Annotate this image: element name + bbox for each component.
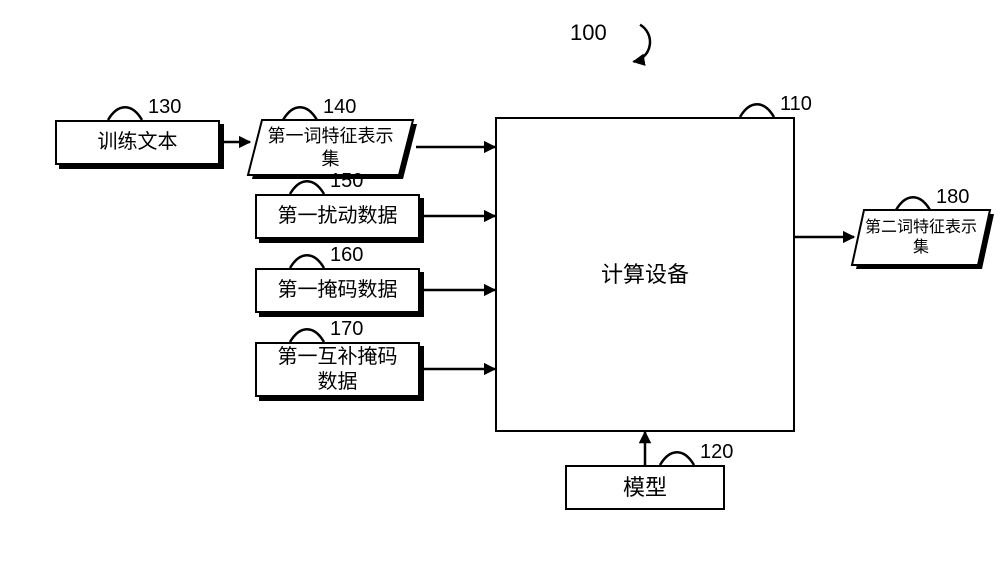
node-n180-label: 第二词特征表示集 <box>865 218 977 258</box>
ref-hook-170 <box>290 329 324 342</box>
node-n160: 第一掩码数据 <box>255 268 420 313</box>
node-n150-label: 第一扰动数据 <box>278 204 398 229</box>
ref-hook-180 <box>896 197 930 210</box>
figure-ref-label: 100 <box>570 20 607 46</box>
ref-hook-150 <box>290 181 324 194</box>
ref-hook-160 <box>290 255 324 268</box>
ref-hook-130 <box>108 107 142 120</box>
node-n180: 第二词特征表示集 <box>852 210 990 265</box>
ref-label-170: 170 <box>330 318 363 341</box>
ref-hook-120 <box>660 452 694 465</box>
ref-label-150: 150 <box>330 170 363 193</box>
figure-ref-arrow <box>633 25 650 62</box>
node-n170-label: 第一互补掩码数据 <box>278 345 398 395</box>
ref-label-160: 160 <box>330 244 363 267</box>
node-n120: 模型 <box>565 465 725 510</box>
node-n110: 计算设备 <box>495 117 795 432</box>
node-n140-label: 第一词特征表示集 <box>268 125 394 170</box>
ref-label-140: 140 <box>323 96 356 119</box>
ref-label-180: 180 <box>936 186 969 209</box>
node-n110-label: 计算设备 <box>601 261 689 289</box>
node-n130: 训练文本 <box>55 120 220 165</box>
node-n130-label: 训练文本 <box>98 130 178 155</box>
node-n140: 第一词特征表示集 <box>248 120 413 175</box>
ref-label-120: 120 <box>700 441 733 464</box>
node-n160-label: 第一掩码数据 <box>278 278 398 303</box>
diagram-canvas: 训练文本 第一词特征表示集第一扰动数据第一掩码数据第一互补掩码数据 计算设备模型 第二… <box>0 0 1000 580</box>
node-n170: 第一互补掩码数据 <box>255 342 420 397</box>
ref-label-130: 130 <box>148 96 181 119</box>
node-n150: 第一扰动数据 <box>255 194 420 239</box>
ref-hook-110 <box>740 104 774 117</box>
node-n120-label: 模型 <box>623 474 667 502</box>
ref-label-110: 110 <box>780 93 812 116</box>
ref-hook-140 <box>283 107 317 120</box>
